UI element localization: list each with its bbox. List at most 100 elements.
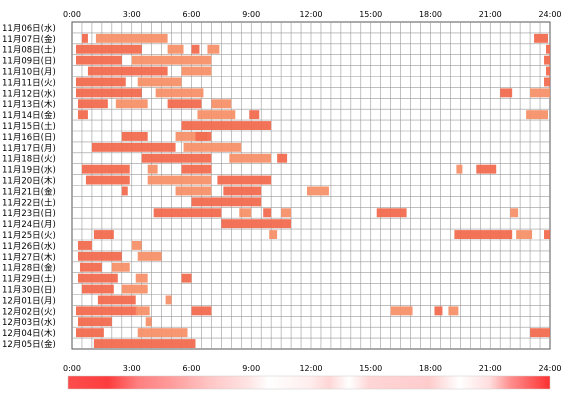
bottom-tick-label: 18:00 bbox=[419, 364, 442, 373]
activity-block bbox=[229, 153, 272, 163]
row-label: 11月10日(月) bbox=[2, 68, 56, 78]
activity-block bbox=[239, 208, 252, 218]
row-label: 12月01日(月) bbox=[2, 296, 56, 306]
top-tick-label: 3:00 bbox=[123, 10, 141, 19]
activity-block bbox=[137, 251, 162, 261]
activity-block bbox=[277, 153, 288, 163]
bottom-tick-label: 9:00 bbox=[242, 364, 260, 373]
activity-block bbox=[81, 284, 114, 294]
activity-block bbox=[307, 186, 329, 196]
activity-block bbox=[191, 44, 200, 54]
activity-block bbox=[249, 110, 260, 120]
activity-block bbox=[183, 142, 242, 152]
row-label: 11月24日(月) bbox=[2, 220, 56, 230]
activity-block bbox=[217, 175, 272, 185]
activity-block bbox=[75, 306, 138, 316]
row-label: 11月15日(土) bbox=[2, 121, 56, 132]
activity-block bbox=[191, 197, 262, 207]
activity-block bbox=[376, 208, 407, 218]
activity-block bbox=[197, 110, 236, 120]
activity-block bbox=[223, 186, 262, 196]
row-label: 11月17日(月) bbox=[2, 144, 56, 154]
activity-block bbox=[111, 262, 130, 272]
activity-block bbox=[147, 175, 212, 185]
row-label: 11月14日(金) bbox=[2, 110, 56, 121]
activity-block bbox=[544, 230, 550, 239]
row-label: 12月02日(火) bbox=[2, 307, 56, 317]
row-label: 12月03日(水) bbox=[2, 317, 56, 328]
top-tick-label: 6:00 bbox=[183, 10, 201, 19]
activity-block bbox=[77, 241, 92, 250]
activity-block bbox=[454, 230, 513, 239]
activity-block bbox=[115, 99, 148, 109]
activity-block bbox=[530, 328, 550, 338]
activity-block bbox=[534, 33, 549, 43]
top-axis-ticks: 0:00 3:00 6:00 9:00 12:00 15:00 18:00 21:00 24:0… bbox=[63, 10, 562, 19]
row-label: 11月08日(土) bbox=[2, 45, 56, 56]
bottom-tick-label: 15:00 bbox=[359, 364, 382, 373]
row-label: 12月04日(木) bbox=[2, 328, 56, 339]
activity-block bbox=[77, 99, 108, 109]
activity-block bbox=[211, 99, 232, 109]
activity-block bbox=[85, 175, 130, 185]
activity-block bbox=[175, 132, 208, 141]
activity-block bbox=[135, 273, 148, 283]
row-label: 11月13日(木) bbox=[2, 99, 56, 110]
row-label: 11月18日(火) bbox=[2, 155, 56, 165]
activity-block bbox=[81, 164, 130, 174]
bottom-tick-label: 12:00 bbox=[299, 364, 322, 373]
activity-block bbox=[390, 306, 413, 316]
activity-blocks bbox=[75, 33, 550, 348]
activity-block bbox=[75, 55, 122, 65]
row-label: 11月22日(土) bbox=[2, 197, 56, 208]
bottom-axis-ticks: 0:00 3:00 6:00 9:00 12:00 15:00 18:00 21:00 24:0… bbox=[63, 364, 562, 373]
activity-block bbox=[546, 44, 550, 54]
activity-block bbox=[77, 251, 122, 261]
top-tick-label: 15:00 bbox=[359, 10, 382, 19]
row-label: 11月23日(日) bbox=[2, 209, 56, 219]
row-label: 11月21日(金) bbox=[2, 186, 56, 197]
grid bbox=[71, 21, 551, 350]
activity-block bbox=[281, 208, 292, 218]
top-tick-label: 24:00 bbox=[538, 10, 561, 19]
top-tick-label: 9:00 bbox=[242, 10, 260, 19]
activity-block bbox=[75, 77, 126, 87]
activity-block bbox=[167, 44, 184, 54]
row-label: 11月07日(金) bbox=[2, 34, 56, 45]
activity-block bbox=[476, 164, 497, 174]
activity-block bbox=[155, 88, 204, 98]
activity-block bbox=[77, 317, 112, 327]
activity-block bbox=[195, 132, 212, 141]
row-label: 11月09日(日) bbox=[2, 57, 56, 67]
row-label: 11月28日(金) bbox=[2, 263, 56, 274]
activity-block bbox=[175, 186, 212, 196]
activity-block bbox=[207, 44, 220, 54]
activity-block bbox=[181, 66, 212, 76]
activity-block bbox=[153, 208, 222, 218]
activity-block bbox=[516, 230, 533, 239]
activity-block bbox=[546, 66, 550, 76]
activity-block bbox=[77, 110, 88, 120]
activity-block bbox=[181, 273, 192, 283]
activity-block bbox=[145, 317, 152, 327]
bottom-tick-label: 3:00 bbox=[123, 364, 141, 373]
top-tick-label: 18:00 bbox=[419, 10, 442, 19]
row-label: 11月12日(水) bbox=[2, 88, 56, 99]
activity-block bbox=[191, 306, 212, 316]
activity-block bbox=[121, 186, 128, 196]
activity-block bbox=[87, 66, 168, 76]
row-label: 11月06日(水) bbox=[2, 23, 56, 34]
activity-block bbox=[181, 121, 272, 130]
row-label: 11月11日(火) bbox=[2, 78, 56, 88]
activity-block bbox=[448, 306, 459, 316]
activity-block bbox=[77, 273, 118, 283]
activity-block bbox=[75, 44, 142, 54]
activity-block bbox=[131, 241, 142, 250]
activity-block bbox=[91, 142, 176, 152]
daily-density-bar bbox=[67, 375, 551, 390]
activity-block bbox=[526, 110, 549, 120]
activity-block bbox=[75, 328, 104, 338]
top-tick-label: 21:00 bbox=[479, 10, 502, 19]
row-label: 11月16日(日) bbox=[2, 133, 56, 143]
